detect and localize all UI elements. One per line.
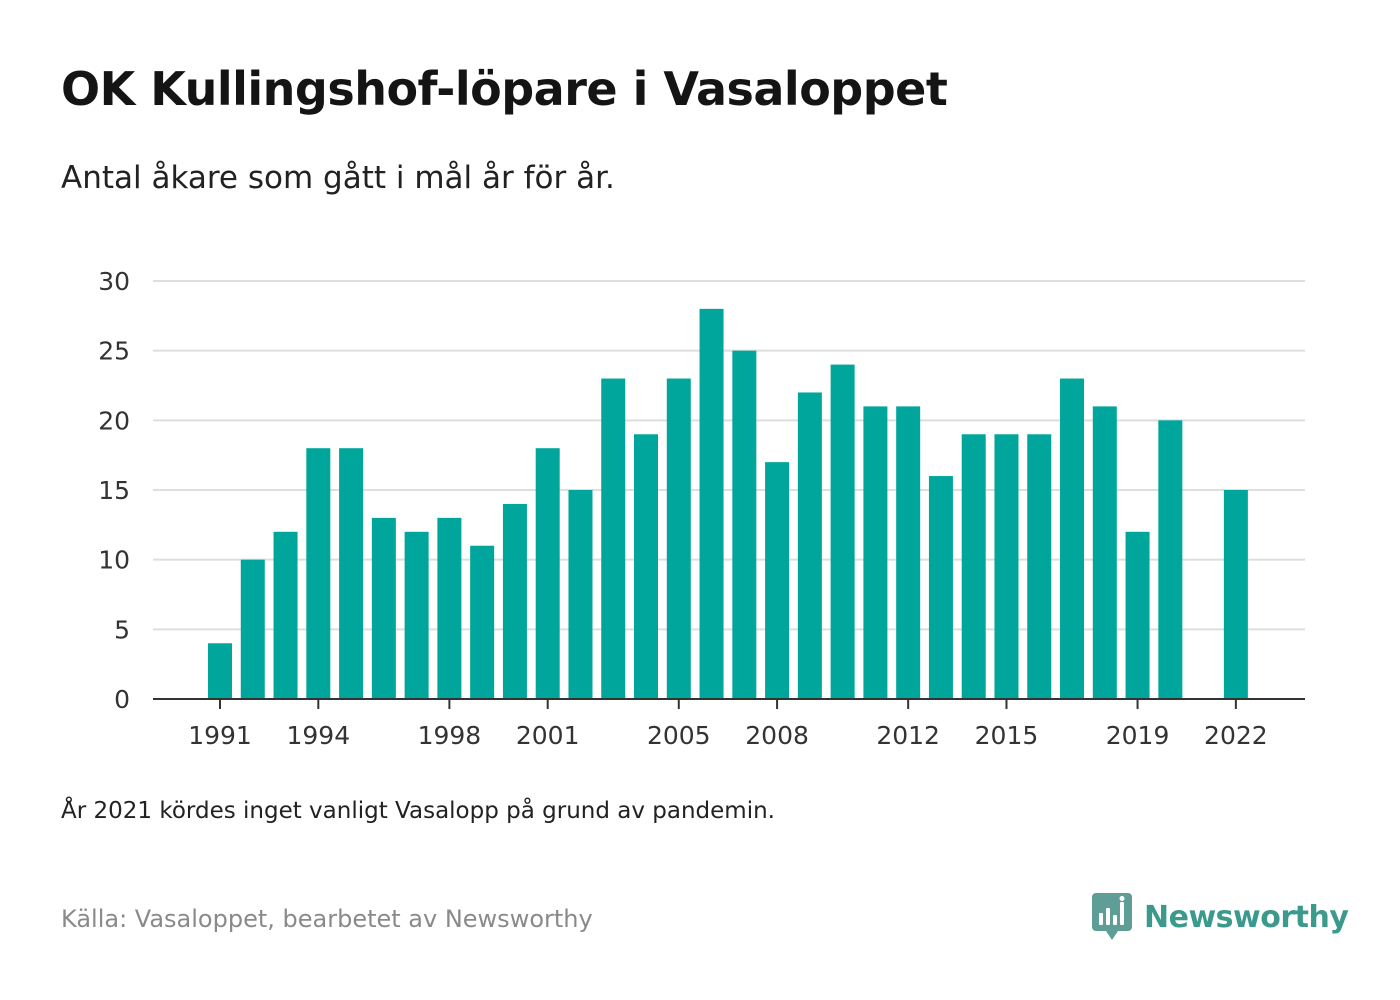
y-tick-label: 10 bbox=[98, 546, 130, 575]
bar-2008 bbox=[765, 462, 790, 699]
bar-1998 bbox=[437, 517, 462, 699]
chart-title: OK Kullingshof-löpare i Vasaloppet bbox=[61, 62, 948, 116]
bar-1992 bbox=[240, 559, 265, 699]
bar-chart: 0 5 10 15 20 25 30 1991 1994 1998 2001 2005 2008 2012… bbox=[98, 267, 1305, 750]
bar-2022 bbox=[1223, 490, 1248, 699]
bar-2017 bbox=[1060, 378, 1085, 699]
bar-2007 bbox=[732, 350, 757, 699]
y-tick-label: 30 bbox=[98, 267, 130, 296]
x-tick-label: 2019 bbox=[1106, 721, 1170, 750]
chart-subtitle: Antal åkare som gått i mål år för år. bbox=[61, 160, 615, 196]
brand-name: Newsworthy bbox=[1144, 899, 1349, 935]
bar-2006 bbox=[699, 308, 724, 699]
bar-1991 bbox=[208, 643, 232, 699]
x-tick-label: 1994 bbox=[286, 721, 350, 750]
bar-2013 bbox=[928, 476, 953, 699]
axes: 0 5 10 15 20 25 30 1991 1994 1998 2001 2005 2008 2012… bbox=[98, 267, 1305, 750]
bar-2012 bbox=[896, 406, 921, 699]
x-tick-label: 2001 bbox=[516, 721, 580, 750]
bar-1995 bbox=[339, 448, 364, 699]
bar-1994 bbox=[306, 448, 331, 699]
x-tick-label: 2022 bbox=[1204, 721, 1268, 750]
bar-2019 bbox=[1125, 531, 1150, 699]
bar-2014 bbox=[961, 434, 986, 699]
footnote: År 2021 kördes inget vanligt Vasalopp på… bbox=[61, 798, 775, 824]
bar-2018 bbox=[1092, 406, 1117, 699]
brand-logo: Newsworthy bbox=[1092, 893, 1349, 941]
bar-2001 bbox=[535, 448, 560, 699]
x-tick-label: 1991 bbox=[188, 721, 252, 750]
source-credit: Källa: Vasaloppet, bearbetet av Newswort… bbox=[61, 905, 593, 933]
bar-2009 bbox=[797, 392, 822, 699]
bar-1996 bbox=[371, 517, 396, 699]
bar-2010 bbox=[830, 364, 855, 699]
x-tick-label: 2012 bbox=[876, 721, 940, 750]
x-tick-label: 2008 bbox=[745, 721, 809, 750]
y-tick-label: 25 bbox=[98, 337, 130, 366]
bar-2011 bbox=[863, 406, 888, 699]
bar-1997 bbox=[404, 531, 429, 699]
x-tick-label: 2005 bbox=[647, 721, 711, 750]
bars bbox=[208, 308, 1248, 699]
bar-2000 bbox=[502, 503, 527, 699]
bar-2015 bbox=[994, 434, 1019, 699]
bar-2005 bbox=[666, 378, 691, 699]
bar-2002 bbox=[568, 490, 593, 699]
newsworthy-logo-icon bbox=[1092, 893, 1132, 940]
bar-2003 bbox=[601, 378, 626, 699]
y-tick-label: 15 bbox=[98, 476, 130, 505]
bar-2016 bbox=[1027, 434, 1052, 699]
y-tick-label: 20 bbox=[98, 406, 130, 435]
y-tick-label: 0 bbox=[114, 685, 130, 714]
bar-2004 bbox=[634, 434, 659, 699]
bar-1999 bbox=[470, 545, 495, 699]
bar-2020 bbox=[1158, 420, 1183, 699]
y-tick-label: 5 bbox=[114, 615, 130, 644]
bar-1993 bbox=[273, 531, 298, 699]
x-tick-label: 2015 bbox=[975, 721, 1039, 750]
x-tick-label: 1998 bbox=[418, 721, 482, 750]
